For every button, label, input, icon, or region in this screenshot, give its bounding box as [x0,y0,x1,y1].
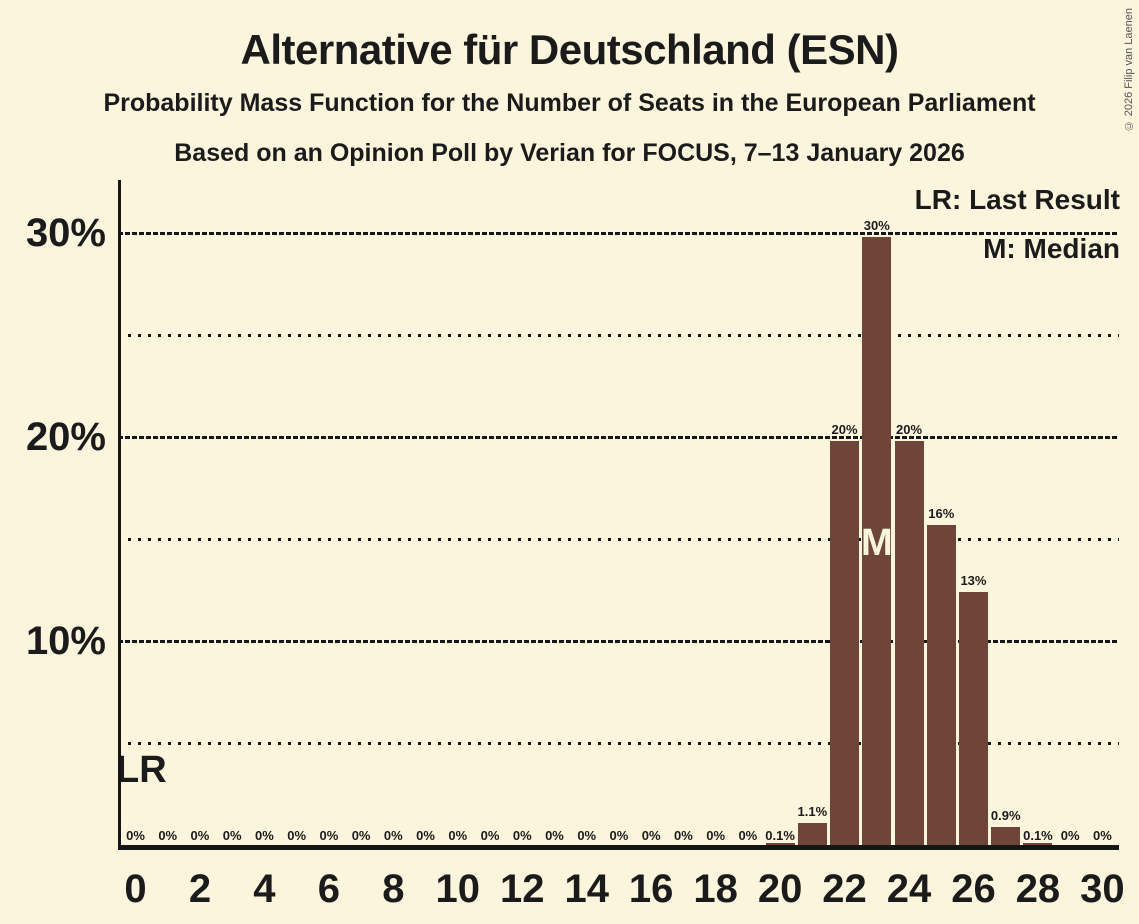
bar-value-label-seat-5: 0% [287,828,307,843]
bar-value-label-seat-22: 20% [831,422,858,438]
bar-value-label-seat-14: 0% [577,828,597,843]
bar-value-label-seat-28: 0.1% [1023,828,1053,843]
bar-value-label-seat-8: 0% [383,828,403,843]
bar-value-label-seat-20: 0.1% [765,828,795,843]
y-tick-label-30: 30% [25,211,106,255]
x-tick-label-26: 26 [951,867,996,911]
y-tick-label-20: 20% [25,415,106,459]
bar-value-label-seat-12: 0% [512,828,532,843]
bar-value-label-seat-29: 0% [1060,828,1080,843]
bar-seat-22 [830,441,860,845]
bar-seat-21 [797,822,827,845]
gridline-dashed-30pct [118,232,1119,235]
x-tick-label-12: 12 [500,867,545,911]
legend-median: M: Median [983,233,1120,264]
chart-subtitle: Probability Mass Function for the Number… [103,89,1036,117]
gridline-dotted-25pct [118,334,1119,337]
bar-seat-24 [894,441,924,845]
last-result-marker: LR [116,749,167,791]
bar-value-label-seat-23: 30% [863,218,890,234]
bar-value-label-seat-18: 0% [706,828,726,843]
bar-value-label-seat-26: 13% [960,573,987,589]
poll-source-line: Based on an Opinion Poll by Verian for F… [174,139,965,167]
bar-value-label-seat-1: 0% [158,828,178,843]
x-tick-label-18: 18 [693,867,738,911]
x-tick-label-20: 20 [757,867,803,911]
gridline-dotted-15pct [118,538,1119,541]
y-axis-line [118,180,121,850]
bar-value-label-seat-7: 0% [351,828,371,843]
bar-value-label-seat-16: 0% [641,828,661,843]
bar-value-label-seat-21: 1.1% [797,803,828,819]
bar-value-label-seat-4: 0% [255,828,274,843]
bar-value-label-seat-25: 16% [928,505,955,521]
bar-value-label-seat-24: 20% [896,422,923,438]
x-tick-label-24: 24 [886,867,932,911]
x-tick-label-30: 30 [1080,867,1125,911]
bar-value-label-seat-3: 0% [222,828,242,843]
bar-value-label-seat-6: 0% [319,828,339,843]
bar-value-label-seat-17: 0% [674,828,693,843]
bar-value-label-seat-27: 0.9% [990,807,1021,823]
bar-seat-28 [1023,842,1053,845]
x-tick-label-22: 22 [822,867,867,911]
median-marker: M [860,522,893,564]
bar-value-label-seat-11: 0% [480,828,500,843]
bar-value-label-seat-19: 0% [738,828,758,843]
gridline-dashed-10pct [118,640,1119,643]
bar-seat-27 [991,826,1021,845]
bar-value-label-seat-9: 0% [416,828,435,843]
bar-seat-25 [926,524,956,845]
bar-seat-20 [765,842,795,845]
bar-value-label-seat-15: 0% [609,828,629,843]
bar-value-label-seat-10: 0% [448,828,468,843]
bar-value-label-seat-30: 0% [1092,828,1112,843]
bar-value-label-seat-2: 0% [190,828,210,843]
x-tick-label-16: 16 [628,867,674,911]
y-tick-label-10: 10% [25,619,106,663]
bar-value-label-seat-0: 0% [126,828,145,843]
x-tick-label-6: 6 [317,867,340,911]
bar-seat-26 [958,592,988,845]
x-tick-label-4: 4 [253,867,276,911]
x-tick-label-2: 2 [188,867,212,911]
legend-last-result: LR: Last Result [914,184,1120,215]
x-tick-label-0: 0 [124,867,147,911]
x-tick-label-28: 28 [1015,867,1061,911]
x-tick-label-10: 10 [435,867,481,911]
x-axis-line [118,845,1119,850]
page-title: Alternative für Deutschland (ESN) [240,26,899,73]
x-tick-label-14: 14 [564,867,609,911]
gridline-dotted-5pct [118,742,1119,745]
gridline-dashed-20pct [118,436,1119,439]
bar-value-label-seat-13: 0% [545,828,564,843]
copyright-notice: © 2026 Filip van Laenen [1123,8,1135,132]
bar-seat-23 [862,237,892,845]
x-tick-label-8: 8 [382,867,405,911]
